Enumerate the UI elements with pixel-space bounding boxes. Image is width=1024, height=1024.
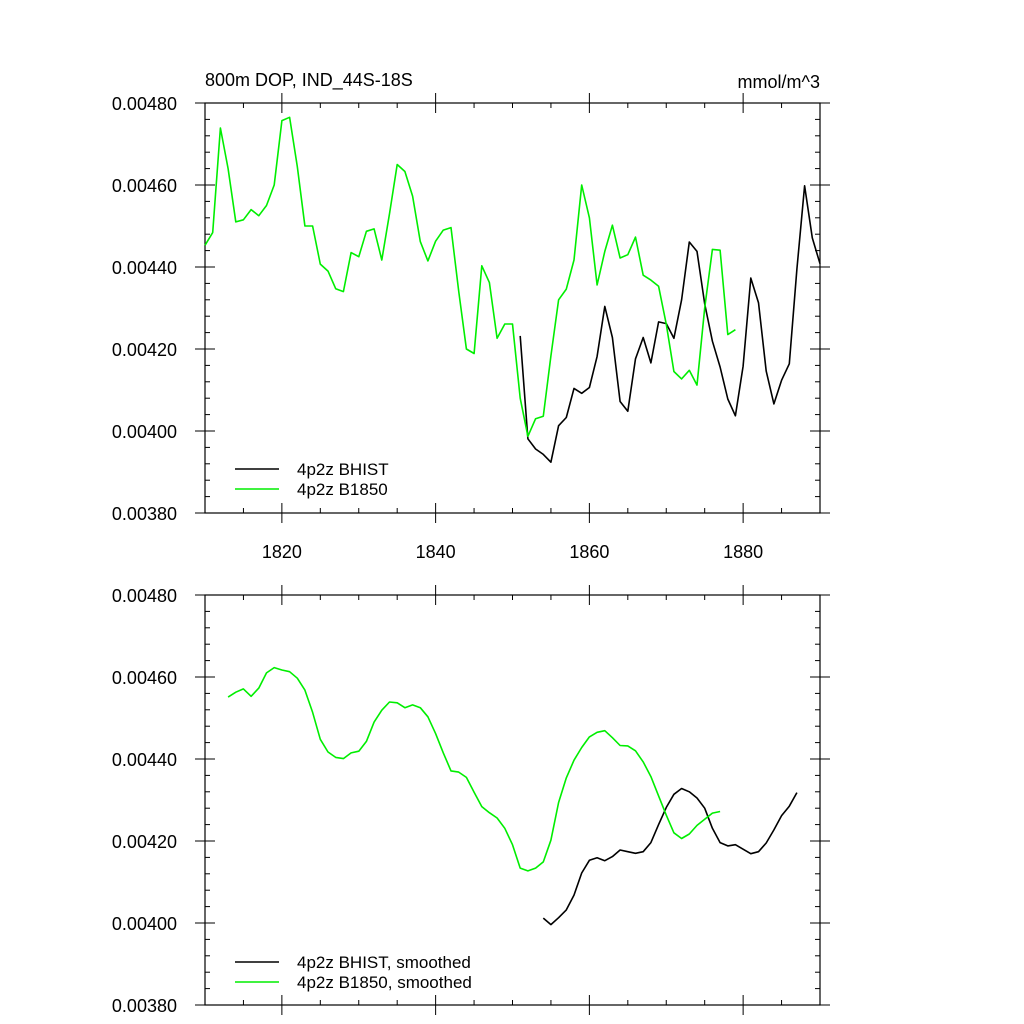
y-tick-label: 0.00380 bbox=[112, 504, 177, 524]
series-line-4p2z-b1850 bbox=[204, 116, 736, 438]
axis-ticks bbox=[195, 93, 830, 523]
x-tick-labels: 1820 1840 1860 1880 bbox=[262, 542, 763, 562]
series-line-4p2z-bhist-smoothed bbox=[542, 787, 798, 926]
series-line-4p2z-b1850-smoothed bbox=[227, 666, 721, 872]
y-tick-labels: 0.00380 0.00400 0.00420 0.00440 0.00460 0.004… bbox=[112, 586, 177, 1016]
x-tick-label: 1860 bbox=[569, 542, 609, 562]
y-tick-label: 0.00460 bbox=[112, 668, 177, 688]
y-tick-labels: 0.00380 0.00400 0.00420 0.00440 0.00460 0.004… bbox=[112, 94, 177, 524]
chart-title: 800m DOP, IND_44S-18S bbox=[205, 70, 413, 91]
legend-label-bhist-smoothed: 4p2z BHIST, smoothed bbox=[297, 953, 471, 972]
x-tick-label: 1880 bbox=[723, 542, 763, 562]
y-tick-label: 0.00400 bbox=[112, 422, 177, 442]
y-tick-label: 0.00480 bbox=[112, 586, 177, 606]
legend: 4p2z BHIST, smoothed 4p2z B1850, smoothe… bbox=[235, 953, 472, 992]
y-tick-label: 0.00420 bbox=[112, 340, 177, 360]
series-lines bbox=[227, 666, 798, 926]
legend-label-b1850: 4p2z B1850 bbox=[297, 480, 388, 499]
x-tick-label: 1820 bbox=[262, 542, 302, 562]
y-tick-label: 0.00460 bbox=[112, 176, 177, 196]
legend-label-b1850-smoothed: 4p2z B1850, smoothed bbox=[297, 973, 472, 992]
y-tick-label: 0.00440 bbox=[112, 258, 177, 278]
legend-label-bhist: 4p2z BHIST bbox=[297, 460, 389, 479]
x-tick-label: 1840 bbox=[416, 542, 456, 562]
y-tick-label: 0.00420 bbox=[112, 832, 177, 852]
y-tick-label: 0.00380 bbox=[112, 996, 177, 1016]
axis-ticks bbox=[195, 585, 830, 1015]
units-label: mmol/m^3 bbox=[738, 72, 820, 92]
series-lines bbox=[204, 116, 821, 463]
series-line-4p2z-bhist bbox=[519, 185, 821, 463]
chart-panel-top: 800m DOP, IND_44S-18S mmol/m^3 1820 1840 1… bbox=[112, 70, 830, 562]
y-tick-label: 0.00480 bbox=[112, 94, 177, 114]
legend: 4p2z BHIST 4p2z B1850 bbox=[235, 460, 389, 499]
y-tick-label: 0.00440 bbox=[112, 750, 177, 770]
chart-panel-bottom: 0.00380 0.00400 0.00420 0.00440 0.00460 0.004… bbox=[112, 585, 830, 1016]
plot-frame bbox=[204, 594, 821, 1006]
y-tick-label: 0.00400 bbox=[112, 914, 177, 934]
